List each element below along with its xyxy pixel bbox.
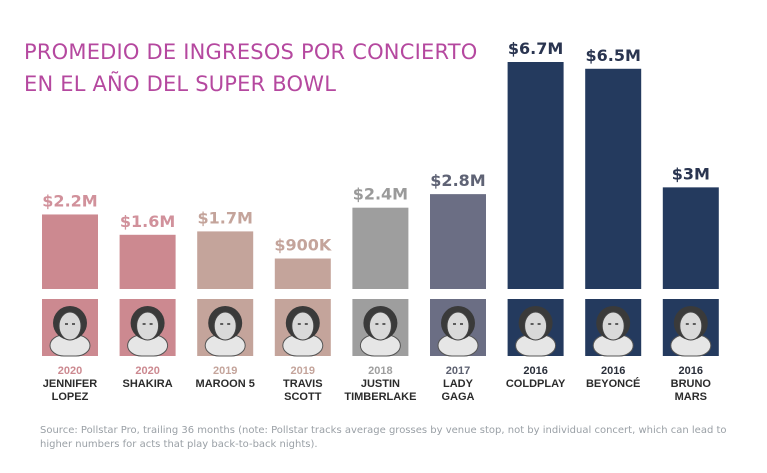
bar <box>352 207 409 289</box>
bar <box>197 231 254 289</box>
avatar-face <box>291 311 315 341</box>
value-label: $6.7M <box>508 39 563 58</box>
artist-name-label: LOPEZ <box>52 391 89 403</box>
artist-name-label: JENNIFER <box>43 378 97 390</box>
year-label: 2020 <box>58 365 82 377</box>
avatar-face <box>524 311 548 341</box>
year-label: 2019 <box>213 365 237 377</box>
avatar-face <box>58 311 82 341</box>
year-label: 2020 <box>135 365 159 377</box>
artist-name-label: JUSTIN <box>361 378 400 390</box>
year-label: 2019 <box>291 365 315 377</box>
chart-title-line-2: EN EL AÑO DEL SUPER BOWL <box>24 72 337 96</box>
year-label: 2018 <box>368 365 392 377</box>
bar <box>585 68 642 289</box>
artist-name-label: SHAKIRA <box>123 378 173 390</box>
artist-name-label: LADY <box>443 378 474 390</box>
artist-name-label: MAROON 5 <box>196 378 255 390</box>
bar <box>507 62 564 289</box>
artist-name-label: COLDPLAY <box>506 378 566 390</box>
artist-name-label: MARS <box>675 391 707 403</box>
avatar-face <box>136 311 160 341</box>
bar <box>430 194 486 289</box>
value-label: $6.5M <box>585 46 640 65</box>
artist-name-label: BEYONCÉ <box>586 377 640 390</box>
artist-name-label: TIMBERLAKE <box>344 391 416 403</box>
year-label: 2016 <box>601 365 625 377</box>
artist-name-label: SCOTT <box>284 391 322 403</box>
year-label: 2016 <box>679 365 703 377</box>
chart-title: PROMEDIO DE INGRESOS POR CONCIERTO EN EL… <box>24 36 477 100</box>
value-label: $1.6M <box>120 212 175 231</box>
bar <box>42 214 98 289</box>
avatar-face <box>601 311 625 341</box>
value-label: $900K <box>274 236 332 255</box>
source-note: Source: Pollstar Pro, trailing 36 months… <box>40 425 727 450</box>
bar <box>119 234 176 289</box>
value-label: $3M <box>672 164 710 183</box>
value-label: $2.8M <box>430 171 485 190</box>
avatar-face <box>368 311 392 341</box>
artist-name-label: TRAVIS <box>283 378 323 390</box>
bar <box>662 187 719 289</box>
value-label: $2.2M <box>42 191 97 210</box>
avatar-face <box>213 311 237 341</box>
year-label: 2017 <box>446 365 470 377</box>
artist-name-label: GAGA <box>442 391 475 403</box>
value-label: $1.7M <box>197 208 252 227</box>
artist-name-label: BRUNO <box>671 378 712 390</box>
bar <box>274 258 331 289</box>
avatar-face <box>679 311 703 341</box>
chart-title-line-1: PROMEDIO DE INGRESOS POR CONCIERTO <box>24 40 478 64</box>
value-label: $2.4M <box>353 185 408 204</box>
avatar-face <box>446 311 470 341</box>
year-label: 2016 <box>523 365 547 377</box>
